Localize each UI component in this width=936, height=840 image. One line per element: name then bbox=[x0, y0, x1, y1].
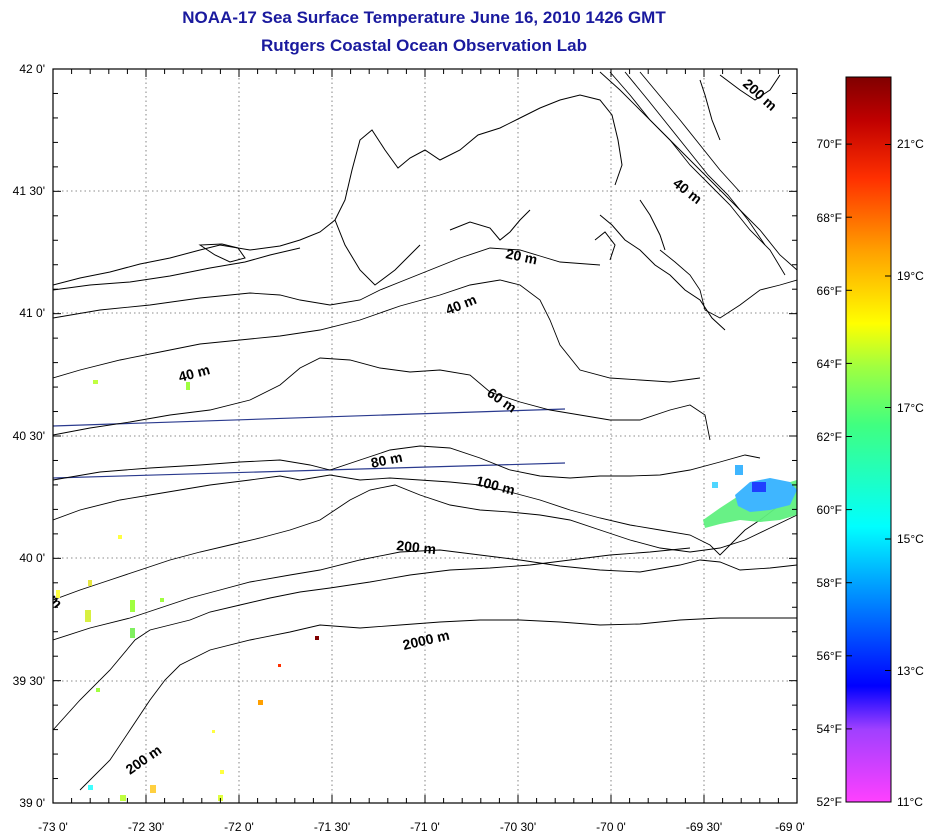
colorbar-c-17: 17°C bbox=[897, 401, 924, 415]
lat-label-42-0: 42 0' bbox=[19, 62, 45, 76]
grid-lines bbox=[53, 69, 797, 803]
contour-label-80m: 80 m bbox=[369, 449, 404, 471]
coastline bbox=[53, 74, 781, 331]
lat-label-41-30: 41 30' bbox=[13, 184, 45, 198]
lat-label-41-0: 41 0' bbox=[19, 306, 45, 320]
colorbar-c-11: 11°C bbox=[897, 795, 923, 809]
colorbar-f-60: 60°F bbox=[817, 503, 842, 517]
bathymetry-contours bbox=[53, 71, 797, 791]
colorbar-f-52: 52°F bbox=[817, 795, 842, 809]
map-title: NOAA-17 Sea Surface Temperature June 16,… bbox=[182, 8, 666, 27]
contour-label-fragment: m bbox=[46, 591, 66, 611]
colorbar-f-70: 70°F bbox=[817, 137, 842, 151]
tick-marks bbox=[52, 68, 798, 804]
contour-label-40m-b: 40 m bbox=[177, 361, 212, 385]
lat-label-40-0: 40 0' bbox=[19, 551, 45, 565]
lat-label-40-30: 40 30' bbox=[13, 429, 45, 443]
colorbar-c-21: 21°C bbox=[897, 137, 924, 151]
lon-label-72-30: -72 30' bbox=[128, 820, 164, 834]
lat-label-39-30: 39 30' bbox=[13, 674, 45, 688]
lon-label-72-0: -72 0' bbox=[224, 820, 254, 834]
colorbar-f-54: 54°F bbox=[817, 722, 842, 736]
lon-label-69-30: -69 30' bbox=[686, 820, 722, 834]
lat-label-39-0: 39 0' bbox=[19, 796, 45, 810]
colorbar-c-13: 13°C bbox=[897, 664, 924, 678]
colorbar-f-56: 56°F bbox=[817, 649, 842, 663]
lon-label-70-0: -70 0' bbox=[596, 820, 626, 834]
longitude-labels: -73 0' -72 30' -72 0' -71 30' -71 0' -70… bbox=[38, 820, 805, 834]
colorbar-f-62: 62°F bbox=[817, 430, 842, 444]
colorbar-gradient bbox=[845, 76, 892, 803]
contour-label-200m-a: 200 m bbox=[396, 537, 437, 557]
lon-label-71-0: -71 0' bbox=[410, 820, 440, 834]
colorbar-c-15: 15°C bbox=[897, 532, 924, 546]
latitude-labels: 42 0' 41 30' 41 0' 40 30' 40 0' 39 30' 3… bbox=[13, 62, 45, 810]
contour-label-2000m: 2000 m bbox=[401, 627, 451, 653]
lon-label-73-0: -73 0' bbox=[38, 820, 68, 834]
contour-label-40m-a: 40 m bbox=[443, 291, 479, 318]
contour-labels: 20 m 40 m 40 m 40 m 60 m 80 m 100 m 200 … bbox=[46, 75, 780, 778]
map-subtitle: Rutgers Coastal Ocean Observation Lab bbox=[261, 36, 587, 55]
contour-label-100m: 100 m bbox=[474, 472, 516, 498]
colorbar-f-64: 64°F bbox=[817, 357, 842, 371]
colorbar-f-66: 66°F bbox=[817, 284, 842, 298]
contour-label-40m-c: 40 m bbox=[670, 175, 705, 207]
lon-label-69-0: -69 0' bbox=[775, 820, 805, 834]
track-lines bbox=[53, 408, 566, 479]
lon-label-71-30: -71 30' bbox=[314, 820, 350, 834]
colorbar: 52°F 54°F 56°F 58°F 60°F 62°F 64°F 66°F … bbox=[817, 76, 924, 809]
contour-label-20m-a: 20 m bbox=[504, 245, 539, 267]
contour-label-200m-b: 200 m bbox=[123, 742, 165, 778]
colorbar-c-19: 19°C bbox=[897, 269, 924, 283]
lon-label-70-30: -70 30' bbox=[500, 820, 536, 834]
colorbar-f-68: 68°F bbox=[817, 211, 842, 225]
colorbar-f-58: 58°F bbox=[817, 576, 842, 590]
sst-patches bbox=[56, 380, 797, 801]
